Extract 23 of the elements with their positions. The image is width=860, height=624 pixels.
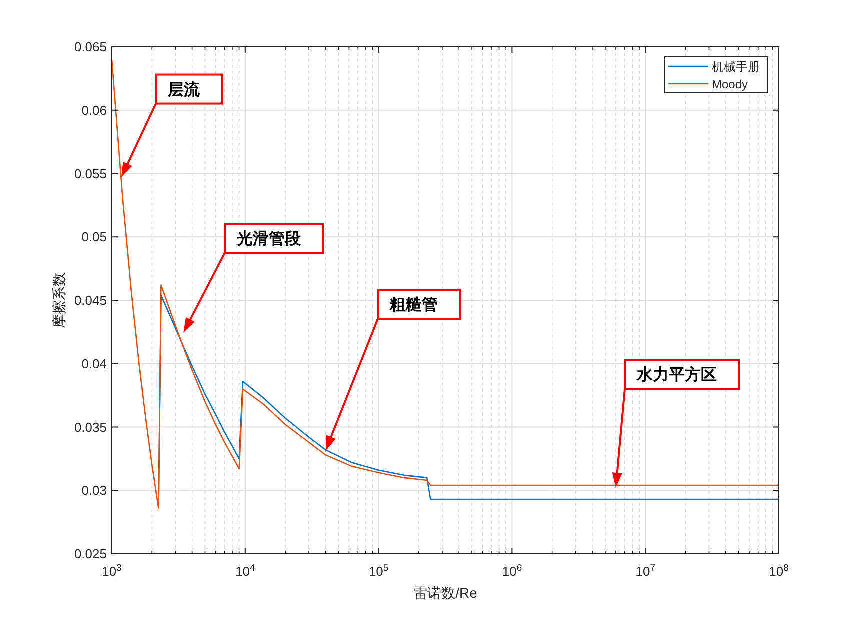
y-tick-label: 0.05 [82,230,107,245]
annotation: 层流 [167,80,202,99]
y-tick-label: 0.06 [82,102,107,118]
y-tick-label: 0.045 [74,293,107,308]
annotation: 水力平方区 [636,365,717,384]
y-tick-label: 0.03 [82,483,107,498]
annotation: 粗糙管 [389,296,438,314]
x-axis-title: 雷诺数/Re [414,585,478,601]
y-axis-title: 摩擦系数 [51,272,67,328]
y-tick-label: 0.035 [74,420,107,435]
y-tick-label: 0.055 [74,166,107,182]
legend-label: Moody [712,77,748,92]
x-tick-label: 10$^{8}$ [769,563,789,579]
y-tick-label: 0.065 [74,40,107,54]
x-tick-label: 10$^{7}$ [636,563,656,579]
x-tick-label: 10$^{4}$ [236,563,256,579]
y-tick-label: 0.025 [74,546,107,562]
x-tick-label: 10$^{5}$ [368,563,389,579]
x-tick-label: 10$^{6}$ [502,563,522,579]
y-tick-label: 0.04 [82,356,107,372]
x-tick-label: 10$^{3}$ [102,563,122,579]
legend-label: 机械手册 [712,60,760,74]
annotation: 光滑管段 [236,230,302,248]
